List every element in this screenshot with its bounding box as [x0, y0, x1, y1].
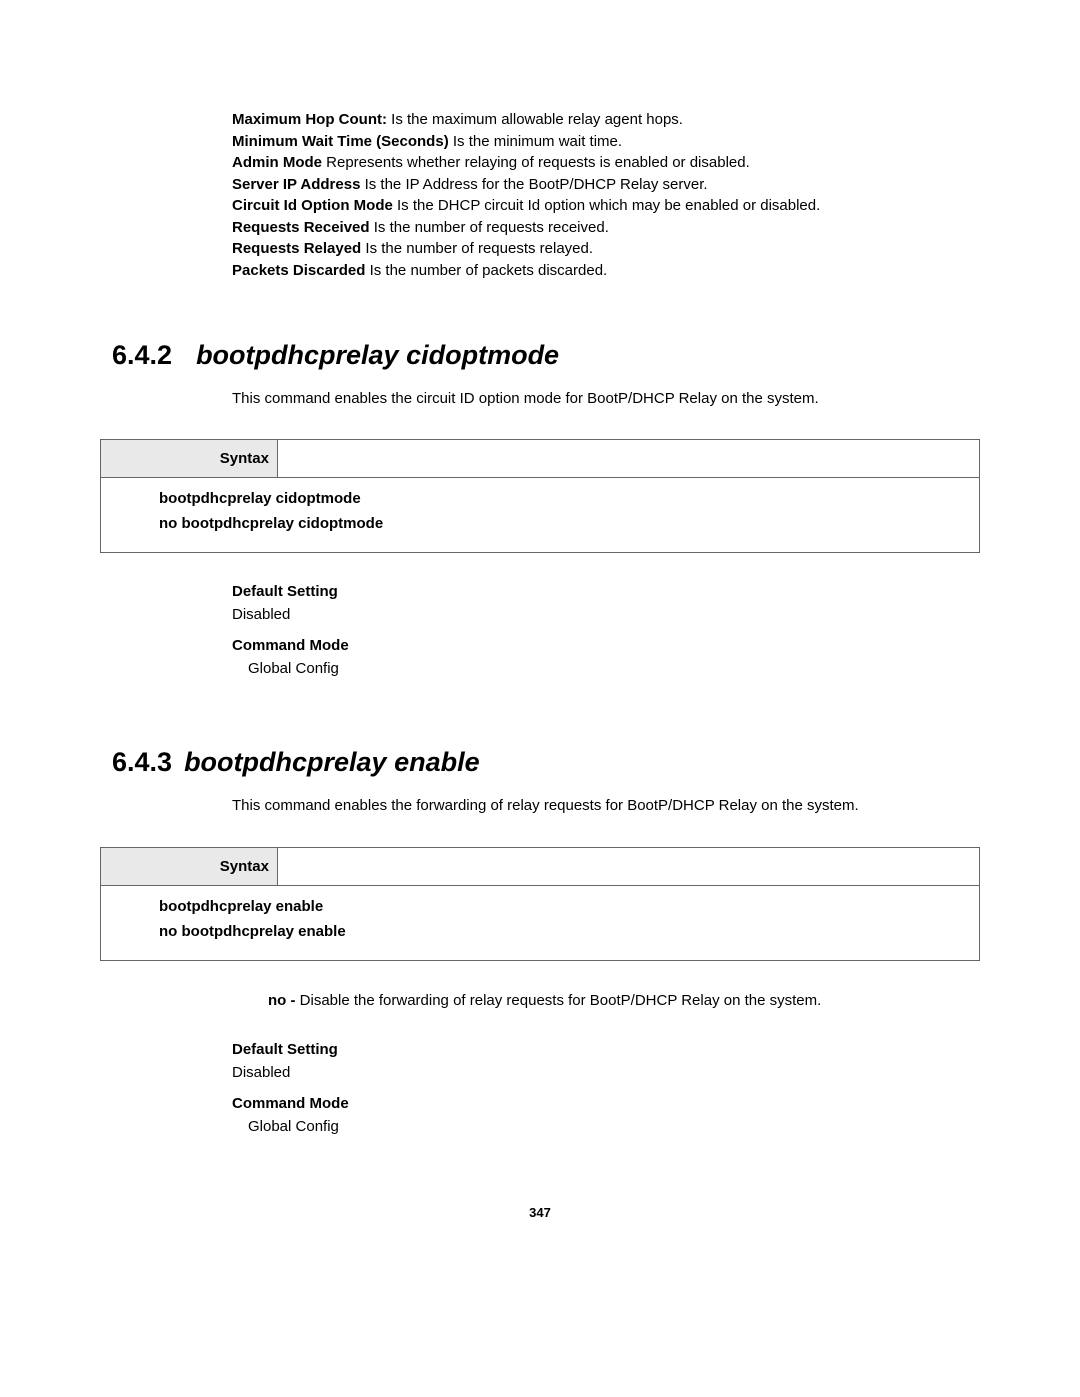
syntax-line: bootpdhcprelay cidoptmode: [159, 490, 979, 507]
syntax-body: bootpdhcprelay cidoptmode no bootpdhcpre…: [101, 478, 979, 552]
syntax-box: Syntax bootpdhcprelay enable no bootpdhc…: [100, 847, 980, 961]
field-row: Server IP Address Is the IP Address for …: [232, 175, 980, 195]
field-label: Requests Relayed: [232, 240, 361, 257]
syntax-tab-label: Syntax: [101, 440, 278, 478]
field-text: Is the IP Address for the BootP/DHCP Rel…: [360, 176, 707, 193]
field-text: Is the number of packets discarded.: [365, 262, 607, 279]
section-number: 6.4.2: [112, 340, 172, 370]
field-row: Requests Received Is the number of reque…: [232, 218, 980, 238]
field-definitions: Maximum Hop Count: Is the maximum allowa…: [232, 110, 980, 280]
field-text: Is the number of requests relayed.: [361, 240, 593, 257]
command-mode-value: Global Config: [248, 1118, 980, 1135]
field-text: Is the minimum wait time.: [449, 133, 622, 150]
section-description: This command enables the circuit ID opti…: [232, 389, 980, 409]
field-row: Circuit Id Option Mode Is the DHCP circu…: [232, 196, 980, 216]
settings-block: Default Setting Disabled Command Mode Gl…: [232, 583, 980, 677]
section-description: This command enables the forwarding of r…: [232, 796, 980, 816]
document-page: Maximum Hop Count: Is the maximum allowa…: [0, 0, 1080, 1280]
syntax-line: no bootpdhcprelay enable: [159, 923, 979, 940]
syntax-header: Syntax: [101, 440, 979, 478]
settings-block: Default Setting Disabled Command Mode Gl…: [232, 1041, 980, 1135]
section-title: bootpdhcprelay cidoptmode: [196, 340, 559, 370]
default-setting-value: Disabled: [232, 1064, 980, 1081]
field-label: Server IP Address: [232, 176, 360, 193]
field-text: Is the number of requests received.: [370, 219, 609, 236]
syntax-line: no bootpdhcprelay cidoptmode: [159, 515, 979, 532]
default-setting-value: Disabled: [232, 606, 980, 623]
section-heading-642: 6.4.2 bootpdhcprelay cidoptmode: [112, 340, 980, 371]
syntax-body: bootpdhcprelay enable no bootpdhcprelay …: [101, 886, 979, 960]
field-label: Requests Received: [232, 219, 370, 236]
command-mode-label: Command Mode: [232, 1095, 980, 1112]
field-text: Is the DHCP circuit Id option which may …: [393, 197, 820, 214]
page-number: 347: [100, 1205, 980, 1220]
field-label: Circuit Id Option Mode: [232, 197, 393, 214]
syntax-line: bootpdhcprelay enable: [159, 898, 979, 915]
default-setting-label: Default Setting: [232, 1041, 980, 1058]
default-setting-label: Default Setting: [232, 583, 980, 600]
field-row: Requests Relayed Is the number of reques…: [232, 239, 980, 259]
field-label: Packets Discarded: [232, 262, 365, 279]
field-label: Maximum Hop Count:: [232, 111, 387, 128]
section-title: bootpdhcprelay enable: [184, 747, 480, 777]
syntax-tab-label: Syntax: [101, 848, 278, 886]
note-line: no - Disable the forwarding of relay req…: [268, 991, 980, 1011]
syntax-header-spacer: [278, 440, 979, 478]
syntax-box: Syntax bootpdhcprelay cidoptmode no boot…: [100, 439, 980, 553]
field-row: Minimum Wait Time (Seconds) Is the minim…: [232, 132, 980, 152]
field-row: Maximum Hop Count: Is the maximum allowa…: [232, 110, 980, 130]
field-text: Represents whether relaying of requests …: [322, 154, 750, 171]
field-text: Is the maximum allowable relay agent hop…: [387, 111, 683, 128]
field-row: Packets Discarded Is the number of packe…: [232, 261, 980, 281]
syntax-header-spacer: [278, 848, 979, 886]
syntax-header: Syntax: [101, 848, 979, 886]
section-number: 6.4.3: [112, 747, 172, 777]
command-mode-value: Global Config: [248, 660, 980, 677]
field-label: Admin Mode: [232, 154, 322, 171]
note-label: no -: [268, 992, 300, 1009]
field-row: Admin Mode Represents whether relaying o…: [232, 153, 980, 173]
command-mode-label: Command Mode: [232, 637, 980, 654]
note-text: Disable the forwarding of relay requests…: [300, 992, 822, 1009]
field-label: Minimum Wait Time (Seconds): [232, 133, 449, 150]
section-heading-643: 6.4.3 bootpdhcprelay enable: [112, 747, 980, 778]
